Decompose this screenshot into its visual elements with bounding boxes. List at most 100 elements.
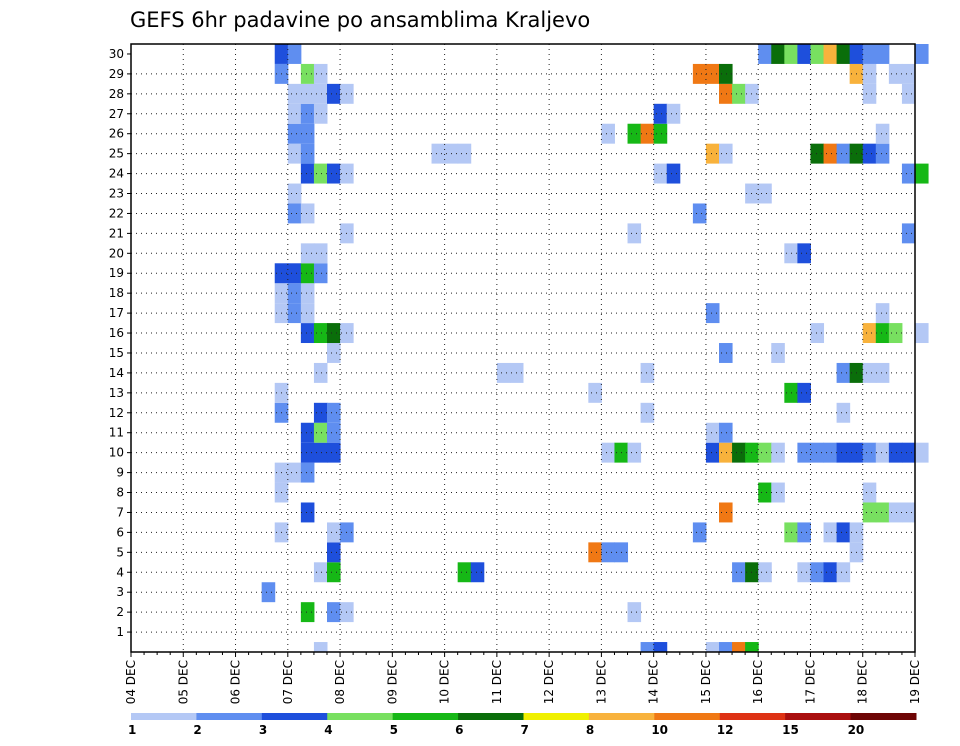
grid-lines: [131, 44, 915, 652]
heatmap-cell: [771, 343, 785, 363]
heatmap-cell: [797, 522, 811, 543]
legend-label: 3: [259, 723, 267, 737]
heatmap-cell: [601, 123, 615, 144]
heatmap-cell: [836, 522, 851, 543]
y-tick-label: 20: [109, 246, 124, 260]
heatmap-cell: [797, 562, 811, 583]
heatmap-cell: [653, 642, 668, 652]
y-tick-label: 12: [109, 406, 124, 420]
heatmap-cell: [862, 502, 877, 523]
heatmap-cell: [287, 143, 302, 164]
heatmap-cell: [732, 83, 746, 104]
heatmap-cell: [758, 44, 772, 64]
heatmap-cell: [300, 303, 315, 324]
heatmap-cell: [287, 123, 302, 144]
heatmap-cells: [261, 44, 929, 652]
y-tick-label: 7: [116, 505, 124, 519]
y-tick-label: 16: [109, 326, 124, 340]
y-tick-label: 23: [109, 187, 124, 201]
heatmap-cell: [797, 382, 811, 403]
x-tick-label: 04 DEC: [124, 660, 138, 704]
plot-frame: [130, 43, 916, 653]
heatmap-cell: [810, 562, 825, 583]
legend-label: 12: [717, 723, 734, 737]
y-tick-label: 13: [109, 386, 124, 400]
heatmap-cell: [797, 243, 811, 264]
heatmap-cell: [261, 582, 276, 603]
heatmap-cell: [732, 642, 746, 652]
heatmap-cell: [771, 44, 785, 64]
x-axis: 04 DEC 05 DEC 06 DEC 07 DEC 08 DEC 09 DEC 10 D…: [124, 652, 922, 704]
heatmap-cell: [875, 123, 890, 144]
heatmap-cell: [705, 442, 720, 463]
heatmap-cell: [313, 103, 328, 124]
heatmap-cell: [313, 323, 328, 344]
heatmap-cell: [862, 482, 877, 503]
heatmap-cell: [313, 422, 328, 443]
heatmap-cell: [287, 283, 302, 304]
heatmap-cell: [719, 343, 733, 363]
y-tick-label: 25: [109, 147, 124, 161]
heatmap-cell: [810, 323, 825, 344]
heatmap-cell: [862, 83, 877, 104]
y-tick-label: 22: [109, 206, 124, 220]
legend-swatch: [588, 713, 655, 720]
heatmap-cell: [797, 442, 811, 463]
heatmap-cell: [327, 442, 341, 463]
x-tick-label: 17 DEC: [803, 660, 817, 704]
heatmap-cell: [810, 44, 825, 64]
heatmap-cell: [719, 83, 733, 104]
x-tick-label: 12 DEC: [542, 660, 556, 704]
x-tick-label: 14 DEC: [647, 660, 661, 704]
heatmap-cell: [719, 143, 733, 164]
y-tick-label: 30: [109, 47, 124, 61]
heatmap-cell: [705, 63, 720, 84]
heatmap-cell: [875, 502, 890, 523]
heatmap-cell: [300, 502, 315, 523]
color-legend: 1 2 3 4 5 6 7 8 10 12 15 20: [128, 713, 917, 737]
chart-title: GEFS 6hr padavine po ansamblima Kraljevo: [130, 8, 590, 32]
heatmap-cell: [300, 263, 315, 284]
heatmap-cell: [719, 442, 733, 463]
heatmap-cell: [705, 422, 720, 443]
heatmap-cell: [797, 44, 811, 64]
legend-label: 7: [521, 723, 529, 737]
y-tick-label: 2: [116, 605, 124, 619]
heatmap-cell: [875, 362, 890, 383]
heatmap-cell: [601, 442, 615, 463]
x-tick-label: 18 DEC: [856, 660, 870, 704]
heatmap-cell: [287, 83, 302, 104]
heatmap-cell: [771, 482, 785, 503]
heatmap-cell: [875, 303, 890, 324]
heatmap-cell: [313, 243, 328, 264]
heatmap-cell: [300, 83, 315, 104]
heatmap-cell: [287, 183, 302, 204]
heatmap-cell: [758, 482, 772, 503]
heatmap-cell: [875, 44, 890, 64]
y-tick-label: 9: [116, 466, 124, 480]
heatmap-cell: [719, 422, 733, 443]
heatmap-cell: [836, 143, 851, 164]
heatmap-cell: [653, 123, 668, 144]
y-tick-label: 14: [109, 366, 124, 380]
heatmap-cell: [300, 63, 315, 84]
legend-label: 8: [586, 723, 594, 737]
heatmap-cell: [745, 642, 759, 652]
legend-swatch: [327, 713, 394, 720]
heatmap-cell: [901, 63, 916, 84]
y-tick-label: 29: [109, 67, 124, 81]
heatmap-cell: [653, 163, 668, 184]
heatmap-cell: [457, 143, 472, 164]
y-tick-label: 3: [116, 585, 124, 599]
heatmap-cell: [862, 44, 877, 64]
heatmap-cell: [640, 402, 655, 423]
heatmap-cell: [836, 402, 851, 423]
x-tick-label: 09 DEC: [385, 660, 399, 704]
heatmap-cell: [862, 362, 877, 383]
heatmap-cell: [300, 442, 315, 463]
y-tick-label: 18: [109, 286, 124, 300]
heatmap-cell: [875, 442, 890, 463]
heatmap-cell: [327, 422, 341, 443]
heatmap-cell: [836, 562, 851, 583]
